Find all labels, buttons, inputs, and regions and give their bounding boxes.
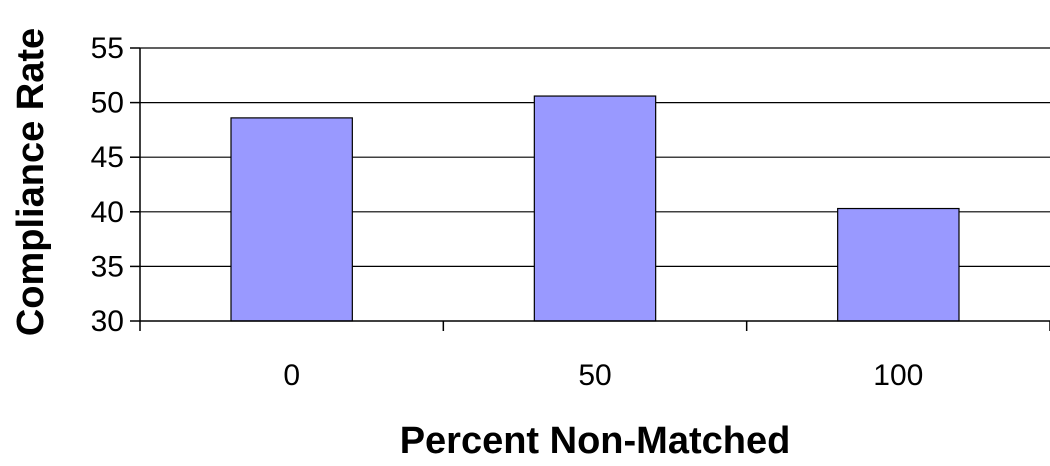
bar-0 <box>230 117 353 322</box>
x-tick-label: 50 <box>578 359 611 392</box>
x-tick-label: 100 <box>873 359 923 392</box>
axes <box>130 47 1050 331</box>
y-axis-title: Compliance Rate <box>10 28 52 336</box>
bars <box>230 95 960 322</box>
y-tick-label: 55 <box>91 32 124 65</box>
y-tick-label: 35 <box>91 250 124 283</box>
y-tick-label: 30 <box>91 305 124 338</box>
x-tick-label: 0 <box>283 359 300 392</box>
x-axis-title: Percent Non-Matched <box>400 420 791 462</box>
x-tick-labels: 0 50 100 <box>283 359 923 392</box>
y-tick-labels: 30 35 40 45 50 55 <box>91 32 124 338</box>
y-tick-label: 40 <box>91 196 124 229</box>
y-tick-label: 45 <box>91 141 124 174</box>
y-tick-label: 50 <box>91 87 124 120</box>
bar-50 <box>533 95 657 322</box>
bar-100 <box>837 207 960 322</box>
